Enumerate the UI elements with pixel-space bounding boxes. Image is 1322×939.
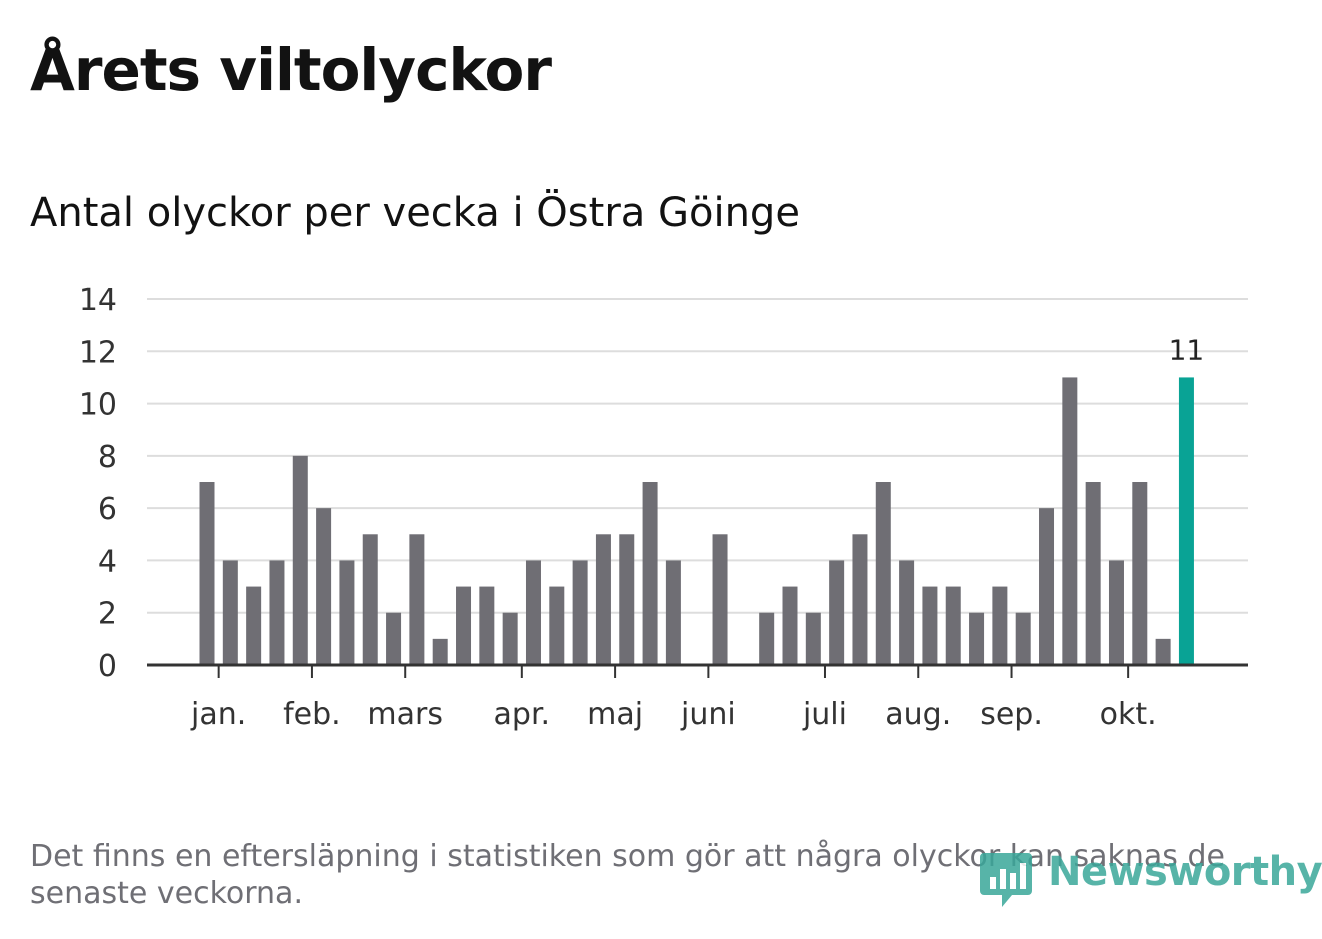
- bar-38: [1062, 377, 1078, 665]
- bar-18: [595, 534, 611, 665]
- highlight-bar-label: 11: [1169, 333, 1205, 366]
- x-tick-label-aug: aug.: [885, 697, 951, 732]
- bar-19: [619, 534, 635, 665]
- bar-25: [759, 612, 775, 665]
- bar-3: [246, 586, 262, 665]
- bar-42: [1155, 638, 1171, 665]
- bar-33: [945, 586, 961, 665]
- bar-6: [316, 508, 332, 665]
- bar-29: [852, 534, 868, 665]
- bar-28: [829, 560, 845, 665]
- y-tick-label-2: 2: [98, 597, 117, 632]
- chart-title: Årets viltolyckor: [30, 36, 552, 104]
- bar-36: [1015, 612, 1031, 665]
- bar-14: [502, 612, 518, 665]
- bar-16: [549, 586, 565, 665]
- bar-15: [525, 560, 541, 665]
- newsworthy-icon: [980, 853, 1032, 907]
- newsworthy-wordmark: Newsworthy: [1048, 849, 1322, 895]
- bar-4: [269, 560, 285, 665]
- x-tick-label-okt: okt.: [1100, 697, 1157, 732]
- bar-30: [875, 482, 891, 665]
- bar-20: [642, 482, 658, 665]
- bar-7: [339, 560, 355, 665]
- bar-11: [432, 638, 448, 665]
- x-tick-label-jan: jan.: [190, 697, 246, 732]
- y-tick-label-4: 4: [98, 544, 117, 579]
- highlight-bar: [1178, 377, 1194, 665]
- bar-13: [479, 586, 495, 665]
- bar-5: [292, 455, 308, 665]
- bar-9: [386, 612, 402, 665]
- bar-32: [922, 586, 938, 665]
- y-tick-label-12: 12: [79, 335, 117, 370]
- y-tick-label-6: 6: [98, 492, 117, 527]
- chart-subtitle: Antal olyckor per vecka i Östra Göinge: [30, 190, 800, 236]
- y-tick-label-14: 14: [79, 283, 117, 318]
- x-tick-label-sep: sep.: [980, 697, 1043, 732]
- bar-35: [992, 586, 1008, 665]
- bar-37: [1039, 508, 1055, 665]
- x-tick-label-maj: maj: [587, 697, 643, 732]
- x-tick-label-mars: mars: [367, 697, 443, 732]
- newsworthy-logo: Newsworthy: [980, 845, 1322, 915]
- y-tick-label-8: 8: [98, 440, 117, 475]
- bar-1: [199, 482, 215, 665]
- bar-2: [222, 560, 238, 665]
- bar-40: [1108, 560, 1124, 665]
- x-tick-label-juni: juni: [680, 697, 736, 732]
- x-tick-label-apr: apr.: [494, 697, 551, 732]
- bar-34: [969, 612, 985, 665]
- bar-31: [899, 560, 915, 665]
- bar-17: [572, 560, 588, 665]
- bar-21: [665, 560, 681, 665]
- bar-26: [782, 586, 798, 665]
- bar-41: [1132, 482, 1148, 665]
- y-tick-label-0: 0: [98, 649, 117, 684]
- bar-23: [712, 534, 728, 665]
- bar-39: [1085, 482, 1101, 665]
- bar-10: [409, 534, 425, 665]
- y-tick-label-10: 10: [79, 388, 117, 423]
- x-tick-label-feb: feb.: [283, 697, 341, 732]
- bar-8: [362, 534, 378, 665]
- bar-12: [456, 586, 472, 665]
- bar-27: [805, 612, 821, 665]
- x-tick-label-juli: juli: [802, 697, 847, 732]
